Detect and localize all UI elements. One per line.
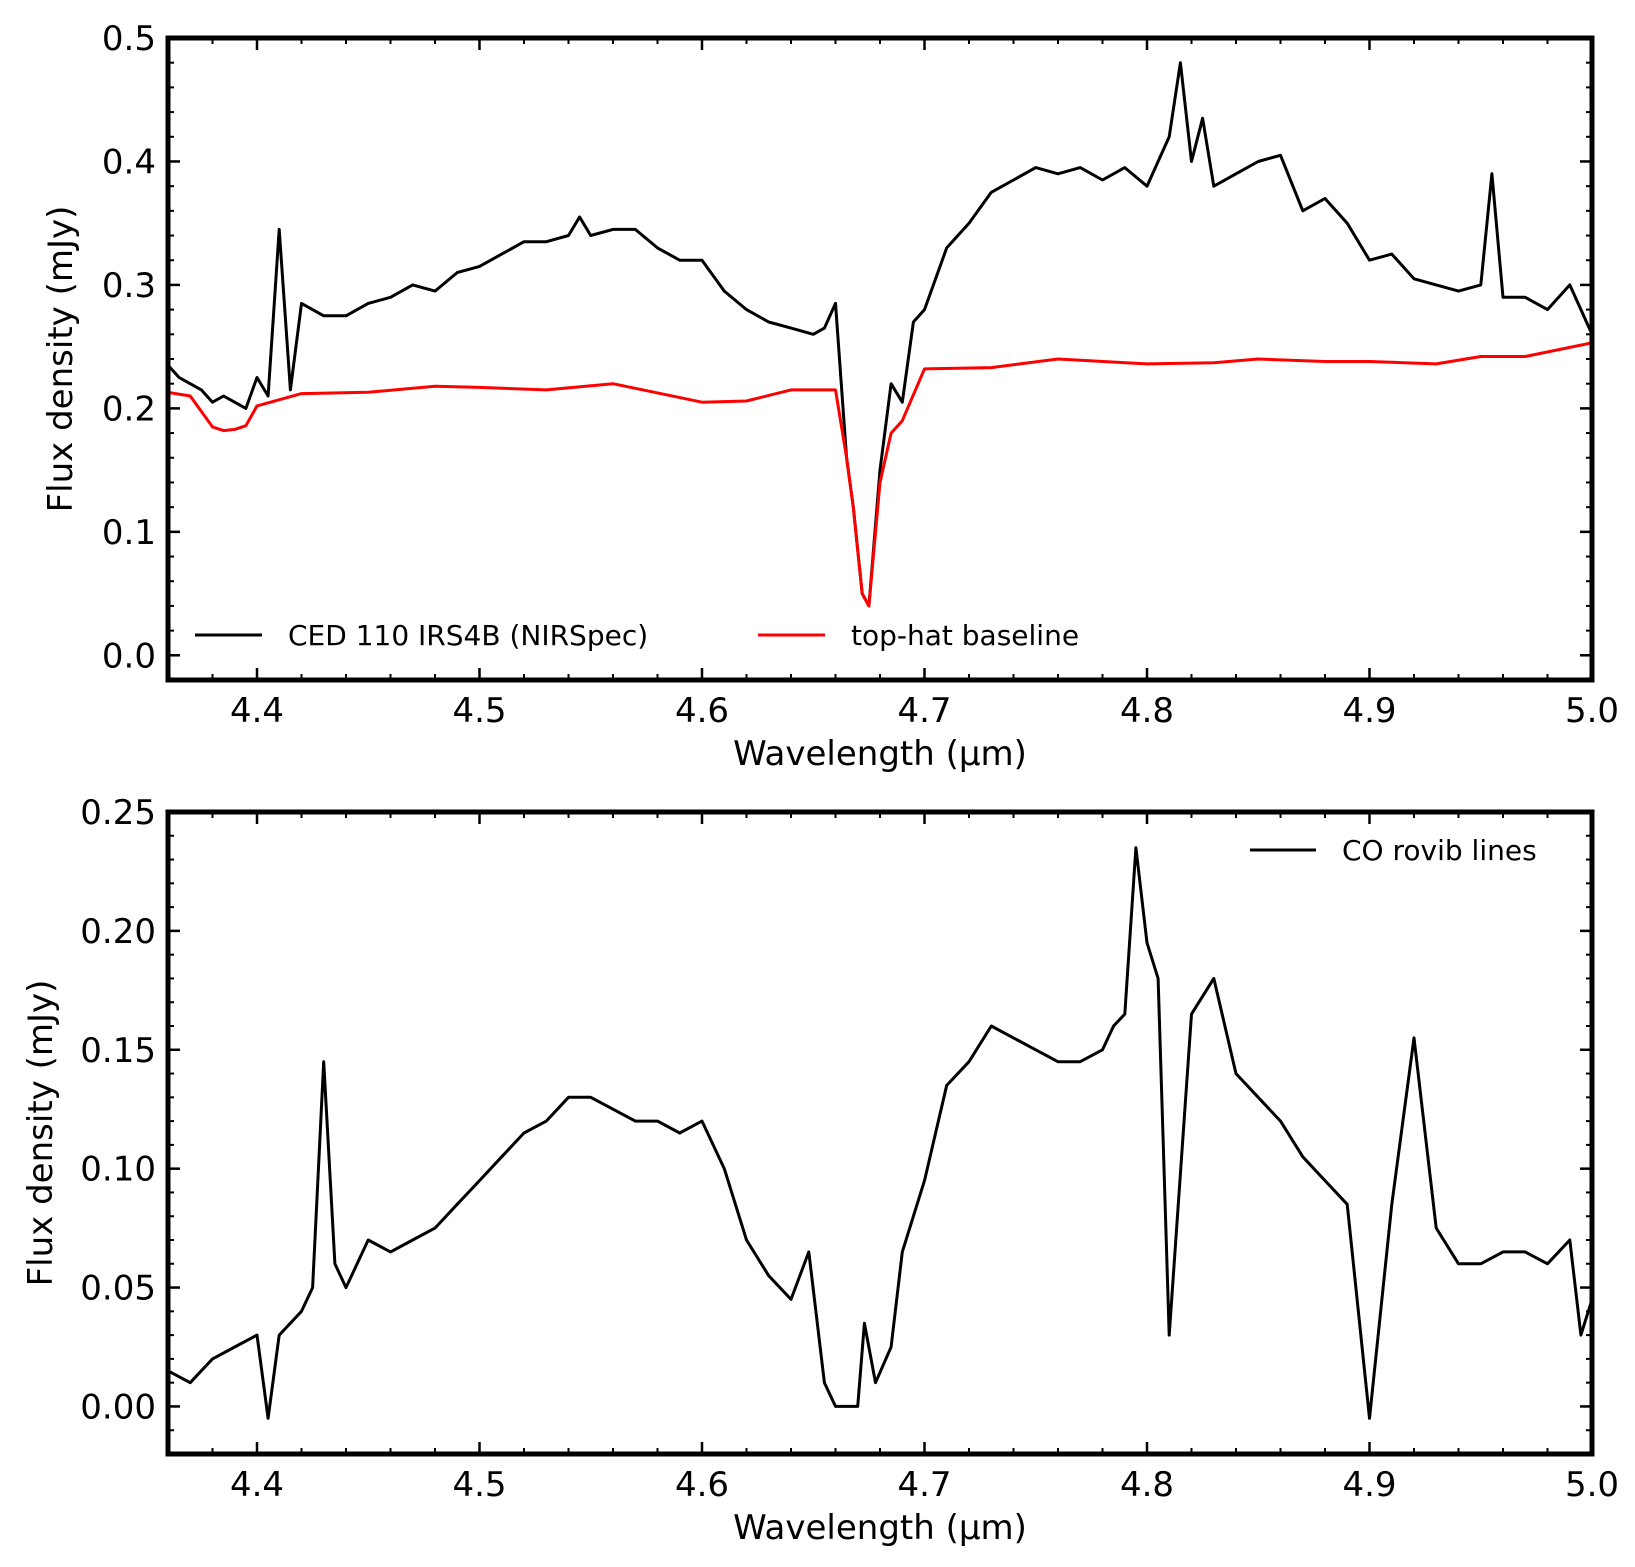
y-tick-label: 0.10 — [80, 1150, 156, 1190]
x-tick-label: 4.5 — [452, 1465, 506, 1505]
top-panel: 4.4 4.5 4.6 4.7 4.8 4.9 5.00.00.10.20.30.40.5 … — [41, 19, 1619, 774]
x-tick-label: 4.8 — [1120, 1465, 1174, 1505]
series-line-0 — [168, 846, 1592, 1420]
y-tick-label: 0.2 — [102, 389, 156, 429]
y-axis-label: Flux density (mJy) — [41, 206, 81, 513]
y-tick-label: 0.1 — [102, 513, 156, 553]
x-tick-label: 4.5 — [452, 691, 506, 731]
x-axis-label: Wavelength (µm) — [733, 734, 1027, 774]
y-tick-label: 0.00 — [80, 1387, 156, 1427]
x-tick-label: 4.6 — [675, 1465, 729, 1505]
plot-frame — [165, 35, 1595, 683]
y-axis-label: Flux density (mJy) — [21, 980, 61, 1287]
x-tick-label: 4.4 — [230, 691, 284, 731]
x-tick-label: 4.9 — [1342, 1465, 1396, 1505]
y-tick-label: 0.05 — [80, 1269, 156, 1309]
plot-area — [168, 38, 1592, 680]
y-tick-label: 0.4 — [102, 142, 156, 182]
legend-label-co: CO rovib lines — [1342, 834, 1537, 867]
y-tick-label: 0.20 — [80, 912, 156, 952]
x-tick-label: 4.7 — [897, 1465, 951, 1505]
y-tick-label: 0.25 — [80, 793, 156, 833]
bottom-panel: 4.4 4.5 4.6 4.7 4.8 4.9 5.0 0.00 0.05 0.10 0.15 0.2… — [21, 793, 1619, 1548]
legend-label-baseline: top-hat baseline — [851, 619, 1079, 652]
plot-area — [168, 812, 1592, 1454]
x-tick-label: 4.6 — [675, 691, 729, 731]
y-tick-label: 0.15 — [80, 1031, 156, 1071]
x-axis-label: Wavelength (µm) — [733, 1508, 1027, 1548]
legend: CO rovib lines — [1250, 834, 1537, 867]
x-tick-label: 4.7 — [897, 691, 951, 731]
y-tick-label: 0.5 — [102, 19, 156, 59]
plot-frame — [165, 809, 1595, 1457]
y-tick-label: 0.3 — [102, 266, 156, 306]
x-tick-label: 5.0 — [1565, 1465, 1619, 1505]
x-tick-label: 4.4 — [230, 1465, 284, 1505]
x-tick-label: 4.9 — [1342, 691, 1396, 731]
x-tick-label: 4.8 — [1120, 691, 1174, 731]
y-tick-label: 0.0 — [102, 636, 156, 676]
legend-label-spectrum: CED 110 IRS4B (NIRSpec) — [288, 619, 648, 652]
x-tick-label: 5.0 — [1565, 691, 1619, 731]
legend: CED 110 IRS4B (NIRSpec) top-hat baseline — [195, 619, 1079, 652]
series-line-1 — [168, 341, 1592, 608]
